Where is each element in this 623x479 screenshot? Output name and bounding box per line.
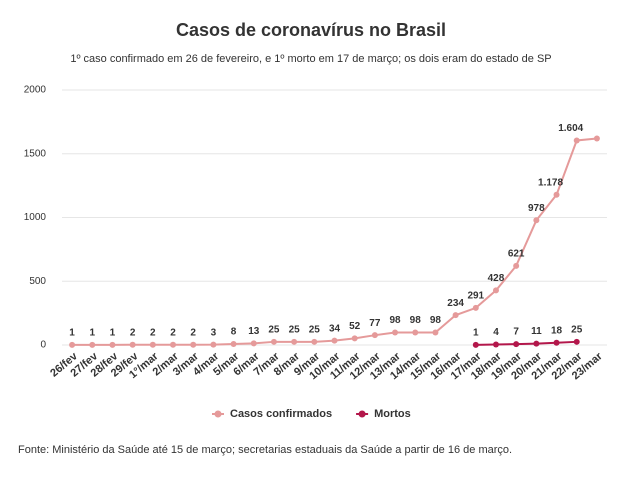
data-label: 52 — [349, 321, 361, 332]
data-label: 978 — [528, 203, 545, 214]
data-point — [291, 338, 298, 345]
data-point — [149, 341, 156, 348]
data-point — [472, 304, 479, 311]
data-label: 25 — [309, 324, 321, 335]
y-tick-label: 1000 — [24, 212, 47, 223]
data-point — [89, 341, 96, 348]
data-point — [452, 312, 459, 319]
data-point — [170, 341, 177, 348]
data-point — [190, 341, 197, 348]
data-label: 25 — [571, 324, 583, 335]
data-label: 1.604 — [558, 123, 583, 134]
data-label: 1 — [89, 328, 95, 339]
data-label: 18 — [551, 325, 563, 336]
data-label: 2 — [170, 327, 176, 338]
data-label: 1.178 — [538, 177, 563, 188]
data-label: 2 — [190, 327, 196, 338]
y-tick-label: 1500 — [24, 148, 47, 159]
data-point — [412, 329, 419, 336]
data-label: 25 — [289, 324, 301, 335]
legend-label: Casos confirmados — [230, 408, 332, 420]
series-line — [72, 137, 598, 346]
data-label: 234 — [447, 298, 464, 309]
data-point — [230, 340, 237, 347]
series-line — [475, 340, 577, 346]
data-label: 428 — [488, 273, 505, 284]
data-label: 2 — [150, 327, 156, 338]
data-point — [472, 341, 479, 348]
data-point — [331, 337, 338, 344]
data-point — [392, 329, 399, 336]
source-note: Fonte: Ministério da Saúde até 15 de mar… — [18, 444, 512, 456]
data-label: 291 — [467, 291, 484, 302]
data-point — [573, 338, 580, 345]
data-point — [109, 341, 116, 348]
data-label: 4 — [493, 327, 499, 338]
data-label: 77 — [369, 318, 381, 329]
y-tick-label: 0 — [40, 340, 46, 351]
data-label: 98 — [410, 315, 422, 326]
data-point — [593, 135, 600, 142]
chart-title: Casos de coronavírus no Brasil — [176, 20, 446, 40]
legend-swatch — [214, 410, 222, 418]
data-label: 2 — [130, 327, 136, 338]
data-point — [432, 329, 439, 336]
data-label: 1 — [473, 328, 479, 339]
data-label: 34 — [329, 323, 341, 334]
data-point — [371, 332, 378, 339]
data-label: 11 — [531, 326, 542, 337]
data-point — [351, 335, 358, 342]
legend-label: Mortos — [374, 408, 411, 420]
chart-subtitle: 1º caso confirmado em 26 de fevereiro, e… — [70, 53, 551, 65]
data-label: 3 — [211, 327, 217, 338]
data-point — [573, 137, 580, 144]
data-point — [69, 341, 76, 348]
data-point — [513, 262, 520, 269]
legend-swatch — [358, 410, 366, 418]
data-label: 8 — [231, 327, 237, 338]
data-point — [533, 340, 540, 347]
data-label: 98 — [430, 315, 442, 326]
data-point — [492, 287, 499, 294]
data-point — [553, 339, 560, 346]
data-label: 25 — [268, 324, 280, 335]
data-label: 1 — [69, 328, 75, 339]
data-point — [513, 341, 520, 348]
data-point — [311, 338, 318, 345]
data-point — [553, 191, 560, 198]
data-point — [250, 340, 257, 347]
data-label: 621 — [508, 248, 525, 259]
data-label: 98 — [389, 315, 401, 326]
data-label: 1 — [110, 328, 116, 339]
data-label: 13 — [248, 326, 260, 337]
data-point — [533, 217, 540, 224]
data-point — [492, 341, 499, 348]
data-point — [129, 341, 136, 348]
data-label: 7 — [513, 327, 519, 338]
data-point — [270, 338, 277, 345]
y-tick-label: 2000 — [24, 85, 47, 96]
y-tick-label: 500 — [29, 276, 46, 287]
data-point — [210, 341, 217, 348]
